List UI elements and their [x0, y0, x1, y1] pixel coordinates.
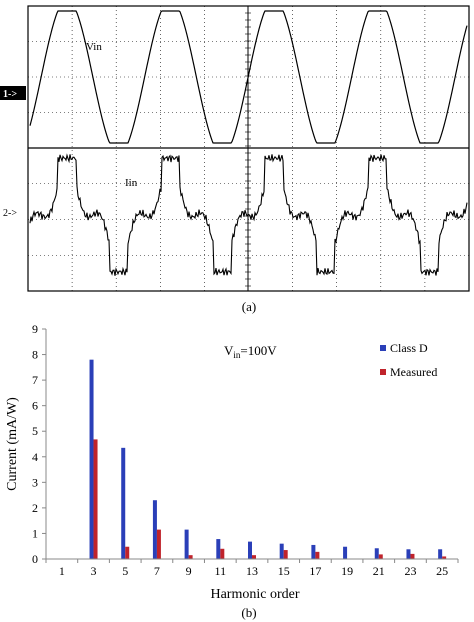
- x-tick-label: 23: [404, 564, 416, 578]
- channel1-marker: 1->: [0, 86, 26, 100]
- bar-measured-15: [283, 550, 288, 559]
- bar-class-d-19: [343, 546, 348, 559]
- x-axis-label: Harmonic order: [210, 587, 299, 602]
- x-tick-label: 21: [373, 564, 385, 578]
- y-tick-label: 1: [32, 526, 38, 540]
- x-tick-label: 11: [215, 564, 227, 578]
- y-tick-label: 5: [32, 424, 38, 438]
- x-tick-label: 7: [154, 564, 160, 578]
- bar-class-d-3: [89, 359, 94, 559]
- y-axis-label: Current (mA/W): [5, 397, 20, 491]
- caption-a: (a): [242, 299, 256, 314]
- bar-class-d-17: [311, 544, 316, 559]
- vin-trace: [29, 10, 468, 144]
- oscilloscope-panel: Vin Iin 1-> 2->: [0, 5, 470, 292]
- bar-measured-9: [188, 555, 193, 559]
- bar-class-d-7: [152, 500, 157, 559]
- bar-class-d-13: [248, 541, 252, 559]
- x-tick-label: 9: [186, 564, 192, 578]
- bar-measured-25: [442, 556, 447, 559]
- bar-class-d-15: [279, 543, 284, 559]
- bars: [89, 359, 447, 559]
- y-tick-label: 8: [32, 348, 38, 362]
- x-tick-label: 25: [436, 564, 448, 578]
- x-tick-label: 13: [246, 564, 258, 578]
- bar-measured-23: [410, 553, 415, 559]
- y-tick-label: 7: [32, 373, 38, 387]
- legend-swatch-class-d: [380, 345, 386, 351]
- x-axis-ticks: 1 3 5 7 9 11 13 15 17 19 21 23 25: [45, 559, 459, 578]
- y-tick-label: 4: [32, 450, 38, 464]
- bar-class-d-5: [121, 447, 126, 559]
- vin-annotation: Vin=100V: [224, 343, 277, 360]
- x-tick-label: 19: [341, 564, 353, 578]
- bar-class-d-11: [216, 539, 221, 559]
- legend-label-measured: Measured: [390, 365, 437, 379]
- bar-measured-11: [220, 548, 225, 559]
- x-tick-label: 5: [122, 564, 128, 578]
- bar-class-d-23: [406, 549, 411, 559]
- iin-trace-label: Iin: [125, 177, 138, 189]
- legend-label-class-d: Class D: [390, 341, 428, 355]
- channel1-marker-text: 1->: [3, 89, 17, 100]
- iin-trace: [29, 153, 468, 276]
- x-tick-label: 1: [59, 564, 65, 578]
- x-tick-label: 17: [309, 564, 321, 578]
- caption-b: (b): [241, 605, 256, 620]
- x-tick-label: 15: [278, 564, 290, 578]
- channel1-marker-bg: [0, 86, 26, 100]
- y-tick-label: 2: [32, 501, 38, 515]
- bar-measured-17: [315, 551, 320, 559]
- vin-trace-label: Vin: [86, 41, 102, 53]
- y-tick-label: 0: [32, 552, 38, 566]
- bar-class-d-21: [374, 548, 379, 559]
- bar-measured-7: [156, 529, 161, 559]
- y-axis-ticks: 0 1 2 3 4 5 6 7 8 9: [32, 322, 46, 566]
- y-tick-label: 6: [32, 399, 38, 413]
- bar-measured-5: [125, 546, 130, 559]
- bar-class-d-25: [438, 549, 443, 559]
- y-tick-label: 3: [32, 475, 38, 489]
- bar-measured-13: [252, 555, 256, 559]
- channel2-marker: 2->: [3, 208, 17, 219]
- y-tick-label: 9: [32, 322, 38, 336]
- bar-measured-21: [378, 554, 383, 559]
- legend-swatch-measured: [380, 369, 386, 375]
- bar-class-d-9: [184, 529, 189, 559]
- x-tick-label: 3: [91, 564, 97, 578]
- legend: Class D Measured: [380, 341, 437, 379]
- bar-measured-3: [93, 439, 98, 559]
